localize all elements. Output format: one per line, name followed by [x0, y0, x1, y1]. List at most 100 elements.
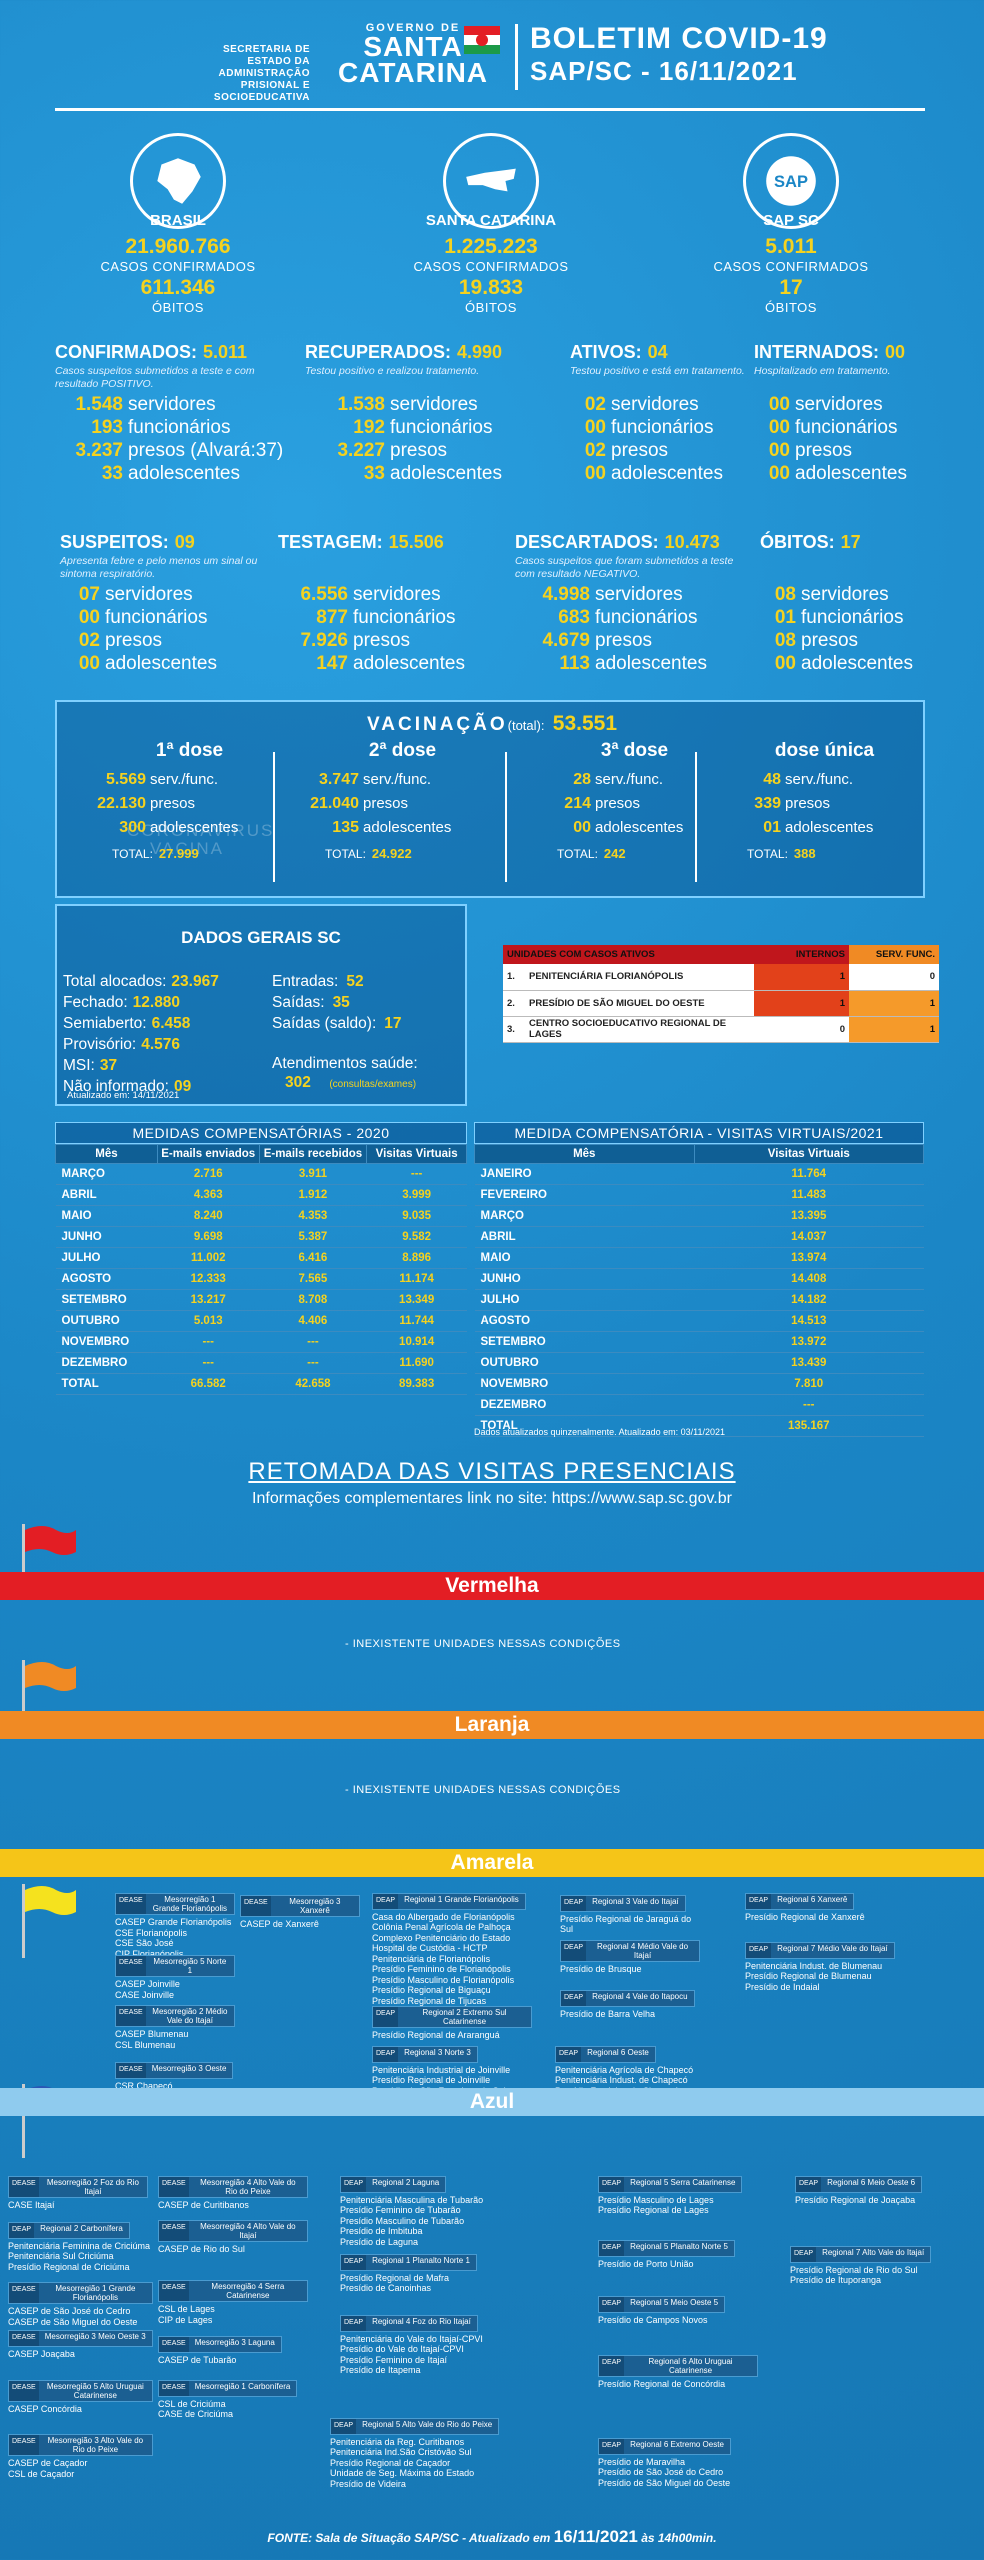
dados-row-value: 17 — [384, 1015, 402, 1032]
stat-row-value: 4.679 — [542, 630, 590, 651]
region-label: DEASE Mesorregião 3 Alto Vale do Rio do P… — [8, 2434, 153, 2456]
unit-name: CSL Blumenau — [115, 2039, 176, 2050]
unit-name: CSL de Lages — [158, 2304, 215, 2314]
region-name: Mesorregião 5 Norte 1 — [153, 1957, 227, 1975]
region-name: Mesorregião 1 Grande Florianópolis — [152, 1895, 227, 1913]
stat-row-value: 00 — [768, 394, 790, 415]
stat-row: 00 adolescentes — [754, 462, 979, 485]
vaccine-total: TOTAL: 242 — [557, 846, 742, 861]
table-cell: ABRIL — [55, 1184, 158, 1206]
region-kind: DEASE — [9, 2381, 39, 2401]
table-cell: JULHO — [474, 1289, 695, 1311]
table-cell: 2.716 — [157, 1163, 260, 1185]
stat-row-value: 192 — [353, 417, 385, 438]
units-row: 3. CENTRO SOCIOEDUCATIVO REGIONAL DE LAGE… — [503, 1016, 939, 1043]
dados-row-value: 23.967 — [171, 973, 219, 990]
region-label: DEAP Regional 6 Meio Oeste 6 — [795, 2176, 923, 2193]
units-row-name: PENITENCIÁRIA FLORIANÓPOLIS — [525, 964, 754, 991]
vaccine-row-label: serv./func. — [150, 771, 219, 788]
region-label: DEAP Regional 7 Alto Vale do Itajaí — [790, 2246, 932, 2263]
unit-name: Penitenciária da Reg. Curitibanos — [330, 2436, 465, 2447]
table-cell: 12.333 — [157, 1268, 260, 1290]
unit-name: Presídio Regional de Joaçaba — [795, 2194, 916, 2205]
table-cell: 14.513 — [694, 1310, 924, 1332]
table-row: MAIO 8.240 4.353 9.035 — [55, 1205, 467, 1227]
unit-name: CASEP Grande Florianópolis — [115, 1917, 232, 1927]
region-label: DEASE Mesorregião 4 Alto Vale do Rio do P… — [158, 2176, 308, 2198]
dados-row-value: 37 — [99, 1057, 118, 1074]
stat-description: Hospitalizado em tratamento. — [754, 365, 891, 377]
unit-name: CIP Florianópolis — [115, 1948, 184, 1959]
table-row: JULHO 11.002 6.416 8.896 — [55, 1247, 467, 1269]
stat-block: ÓBITOS: 17 08 servidores 01 funcionários 08 pre… — [760, 532, 984, 675]
unit-group: DEASE Mesorregião 1 Carbonífera CSL de Cri… — [158, 2380, 308, 2420]
table-cell: 11.483 — [694, 1184, 924, 1206]
unit-name: Presídio de Ituporanga — [790, 2275, 882, 2285]
stat-title: TESTAGEM: 15.506 — [278, 532, 503, 553]
region-kind: DEASE — [159, 2221, 189, 2241]
unit-name: Presídio de Porto União — [598, 2258, 694, 2269]
table-row: NOVEMBRO --- --- 10.914 — [55, 1331, 467, 1353]
table-cell: OUTUBRO — [55, 1310, 158, 1332]
stat-description: Testou positivo e realizou tratamento. — [305, 365, 480, 377]
unit-group: DEAP Regional 2 Laguna Penitenciária Mascu… — [340, 2176, 510, 2247]
unit-group: DEASE Mesorregião 2 Médio Vale do Itajaí C… — [115, 2005, 235, 2050]
region-name: Regional 2 Extremo Sul Catarinense — [422, 2008, 507, 2026]
unit-name: Complexo Penitenciário do Estado — [372, 1932, 511, 1943]
dados-title: DADOS GERAIS SC — [181, 928, 341, 947]
units-row-internos: 0 — [754, 1016, 849, 1043]
unit-group: DEAP Regional 7 Médio Vale do Itajaí Penit… — [745, 1942, 895, 1992]
dados-row-value: 52 — [346, 973, 364, 990]
dados-row-label: Saídas: — [272, 994, 325, 1011]
table-cell: 4.353 — [259, 1205, 367, 1227]
dados-gerais-panel: DADOS GERAIS SC Total alocados: 23.967 Fec… — [55, 904, 467, 1106]
table-row: AGOSTO 12.333 7.565 11.174 — [55, 1268, 467, 1290]
unit-name: CASEP de Rio do Sul — [158, 2244, 245, 2254]
table-row: OUTUBRO 5.013 4.406 11.744 — [55, 1310, 467, 1332]
unit-name: CASEP de São José do Cedro — [8, 2306, 131, 2316]
region-name: Mesorregião 4 Alto Vale do Itajaí — [200, 2222, 296, 2240]
region-name: Regional 6 Xanxerê — [777, 1895, 848, 1904]
region-label: DEASE Mesorregião 1 Carbonífera — [158, 2380, 298, 2397]
stat-value: 5.011 — [203, 342, 248, 362]
unit-name: Penitenciária Indust. de Blumenau — [745, 1960, 883, 1971]
table-cell: MARÇO — [474, 1205, 695, 1227]
vaccine-row-label: serv./func. — [595, 771, 664, 788]
medidas-2020-table: Mês E-mails enviados E-mails recebidos Visi… — [55, 1144, 467, 1395]
vaccine-row-value: 214 — [564, 795, 591, 812]
unit-group: DEASE Mesorregião 1 Grande Florianópolis C… — [115, 1893, 235, 1959]
table-cell: 4.406 — [259, 1310, 367, 1332]
vaccine-row-value: 3.747 — [318, 771, 359, 788]
vaccine-row: 28 serv./func. — [527, 768, 742, 792]
totals-santa-catarina: SANTA CATARINA 1.225.223 CASOS CONFIRMAD… — [413, 212, 569, 315]
vaccine-row-value: 01 — [763, 819, 781, 836]
region-name: Mesorregião 2 Foz do Rio Itajaí — [46, 2178, 139, 2196]
region-name: Regional 3 Norte 3 — [404, 2048, 471, 2057]
unit-name: CASEP Joinville — [115, 1979, 180, 1989]
unit-name: Presídio Regional de Concórdia — [598, 2379, 726, 2389]
stat-value: 4.990 — [457, 342, 503, 362]
unit-group: DEAP Regional 6 Xanxerê Presídio Regional … — [745, 1893, 895, 1922]
stat-label: ÓBITOS: — [760, 532, 835, 552]
region-name: Regional 4 Médio Vale do Itajaí — [597, 1942, 689, 1960]
unit-group: DEAP Regional 5 Planalto Norte 5 Presídio … — [598, 2240, 748, 2269]
band-amarela: Amarela — [0, 1849, 984, 1877]
vaccine-row-value: 5.569 — [105, 771, 146, 788]
stat-row-label: adolescentes — [801, 653, 913, 674]
region-name: Regional 6 Extremo Oeste — [630, 2440, 724, 2449]
table-cell: JULHO — [55, 1247, 158, 1269]
region-kind: DEAP — [9, 2223, 35, 2238]
stat-row-label: funcionários — [353, 607, 456, 628]
unit-name: Presídio Regional de Araranguá — [372, 2030, 500, 2040]
table-cell: FEVEREIRO — [474, 1184, 695, 1206]
vaccine-total: TOTAL: 24.922 — [325, 846, 510, 861]
vaccine-dose-column: 2ª dose 3.747 serv./func. 21.040 presos 135 ad… — [295, 740, 510, 861]
unit-group: DEASE Mesorregião 5 Norte 1 CASEP Joinvill… — [115, 1955, 235, 2000]
region-name: Regional 5 Planalto Norte 5 — [630, 2242, 728, 2251]
sap-logo-icon: SAP — [743, 133, 839, 229]
table-cell: DEZEMBRO — [474, 1394, 695, 1416]
stat-row-label: servidores — [801, 584, 889, 605]
dose-label: dose única — [774, 740, 875, 761]
region-kind: DEAP — [561, 1941, 587, 1961]
table-header-cell: Visitas Virtuais — [366, 1144, 467, 1164]
